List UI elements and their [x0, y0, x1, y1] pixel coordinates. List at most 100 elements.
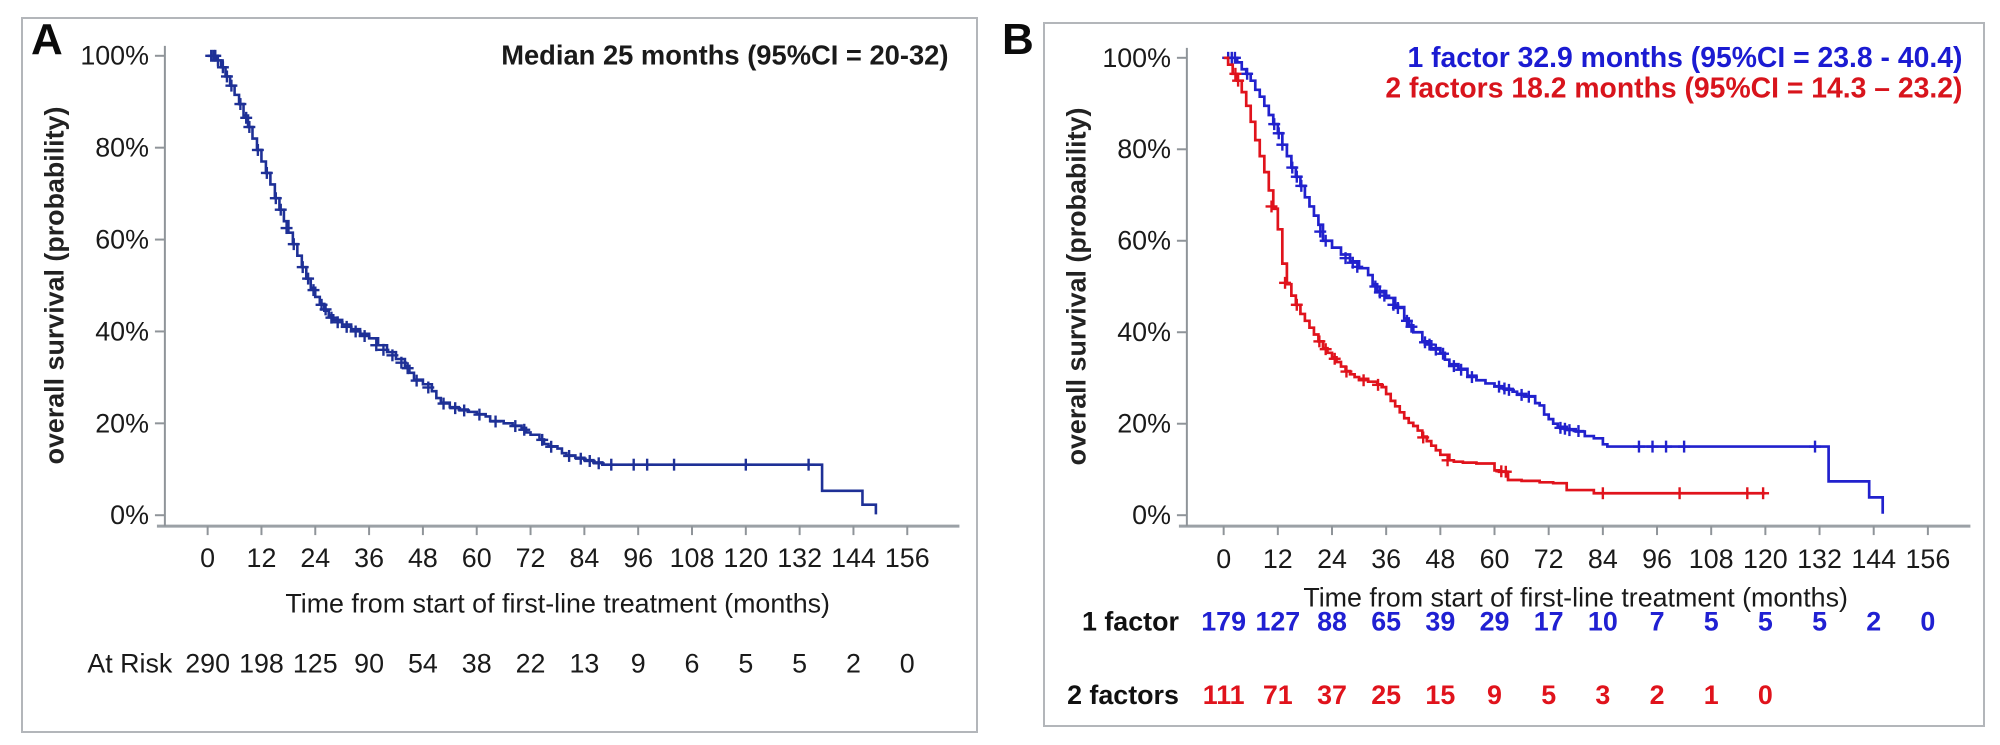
- panel-A: 0% 20% 40% 60% 80% 100% 0 12 24 36 48 60 72 84 96 108 12…: [21, 17, 978, 733]
- x-tick-label: 12: [247, 543, 277, 573]
- x-tick-label: 84: [1588, 544, 1618, 574]
- x-tick-label: 12: [1263, 544, 1293, 574]
- km-curve-1-factor: [1222, 51, 1885, 514]
- at-risk-value: 29: [1480, 607, 1510, 637]
- at-risk-row-1-factor: 1 factor 179 127 88 65 39 29 17 10 7 5 5 5 2 0: [1082, 607, 1935, 637]
- at-risk-value: 54: [408, 648, 438, 678]
- x-axis-title: Time from start of first-line treatment …: [1303, 583, 1848, 613]
- at-risk-row-At-Risk: At Risk 290 198 125 90 54 38 22 13 9 6 5 5 2 0: [87, 648, 914, 678]
- x-tick-label: 72: [1534, 544, 1564, 574]
- x-tick-label: 96: [623, 543, 653, 573]
- y-tick-label: 40%: [1117, 317, 1171, 347]
- at-risk-value: 65: [1371, 607, 1401, 637]
- panel-B-label: B: [1002, 15, 1034, 64]
- x-tick-label: 0: [200, 543, 215, 573]
- y-tick-label: 40%: [95, 316, 149, 346]
- y-tick-label: 0%: [1132, 500, 1171, 530]
- at-risk-value: 5: [1541, 680, 1556, 710]
- at-risk-value: 5: [792, 648, 807, 678]
- x-tick-label: 120: [1743, 544, 1788, 574]
- x-tick-label: 144: [831, 543, 876, 573]
- x-tick-label: 0: [1216, 544, 1231, 574]
- x-tick-label: 156: [1905, 544, 1950, 574]
- x-tick-label: 156: [885, 543, 930, 573]
- x-tick-label: 132: [1797, 544, 1842, 574]
- y-tick-label: 0%: [110, 500, 149, 530]
- x-tick-label: 24: [1317, 544, 1347, 574]
- at-risk-value: 2: [1650, 680, 1665, 710]
- at-risk-value: 39: [1425, 607, 1455, 637]
- at-risk-value: 1: [1704, 680, 1719, 710]
- at-risk-value: 127: [1255, 607, 1300, 637]
- median-annotation: Median 25 months (95%CI = 20-32): [501, 40, 948, 71]
- y-axis-title: overall survival (probability): [1061, 108, 1091, 466]
- median-annotation: 2 factors 18.2 months (95%CI = 14.3 – 23…: [1385, 73, 1962, 105]
- y-tick-label: 20%: [1117, 409, 1171, 439]
- panel-B: 0% 20% 40% 60% 80% 100% 0 12 24 36 48 60 72 84 96 108 12…: [1043, 22, 1985, 727]
- km-curve-2-factors: [1223, 56, 1770, 500]
- at-risk-value: 37: [1317, 680, 1347, 710]
- at-risk-value: 198: [239, 648, 284, 678]
- x-tick-label: 132: [777, 543, 822, 573]
- panel-A-label: A: [31, 15, 63, 64]
- y-axis-title: overall survival (probability): [39, 107, 69, 465]
- at-risk-value: 25: [1371, 680, 1401, 710]
- at-risk-value: 2: [1866, 607, 1881, 637]
- x-tick-label: 84: [569, 543, 599, 573]
- x-tick-label: 36: [354, 543, 384, 573]
- at-risk-value: 5: [738, 648, 753, 678]
- x-tick-label: 48: [1425, 544, 1455, 574]
- at-risk-row-label: At Risk: [87, 648, 173, 678]
- axes-A: 0% 20% 40% 60% 80% 100% 0 12 24 36 48 60 72 84 96 108 12…: [39, 40, 960, 619]
- x-tick-label: 72: [516, 543, 546, 573]
- x-tick-label: 36: [1371, 544, 1401, 574]
- at-risk-value: 2: [846, 648, 861, 678]
- at-risk-row-label: 2 factors: [1067, 680, 1179, 710]
- at-risk-value: 71: [1263, 680, 1293, 710]
- at-risk-value: 38: [462, 648, 492, 678]
- y-tick-label: 100%: [1102, 43, 1171, 73]
- at-risk-value: 5: [1812, 607, 1827, 637]
- at-risk-value: 111: [1203, 680, 1245, 710]
- x-tick-label: 108: [1689, 544, 1734, 574]
- at-risk-value: 15: [1425, 680, 1455, 710]
- y-tick-label: 60%: [95, 225, 149, 255]
- panel-A-chart: 0% 20% 40% 60% 80% 100% 0 12 24 36 48 60 72 84 96 108 12…: [39, 40, 960, 678]
- y-tick-label: 60%: [1117, 226, 1171, 256]
- at-risk-value: 22: [516, 648, 546, 678]
- x-tick-label: 120: [723, 543, 768, 573]
- at-risk-value: 9: [1487, 680, 1502, 710]
- at-risk-value: 0: [900, 648, 915, 678]
- x-tick-label: 48: [408, 543, 438, 573]
- at-risk-value: 10: [1588, 607, 1618, 637]
- at-risk-value: 3: [1595, 680, 1610, 710]
- y-tick-label: 80%: [95, 133, 149, 163]
- at-risk-value: 290: [185, 648, 230, 678]
- at-risk-value: 9: [631, 648, 646, 678]
- at-risk-value: 90: [354, 648, 384, 678]
- at-risk-value: 179: [1201, 607, 1246, 637]
- at-risk-row-label: 1 factor: [1082, 607, 1179, 637]
- at-risk-value: 0: [1920, 607, 1935, 637]
- y-tick-label: 100%: [80, 41, 149, 71]
- at-risk-value: 17: [1534, 607, 1564, 637]
- km-curve-all-patients: [205, 49, 878, 515]
- at-risk-value: 88: [1317, 607, 1347, 637]
- x-tick-label: 60: [1480, 544, 1510, 574]
- x-tick-label: 108: [670, 543, 715, 573]
- x-tick-label: 96: [1642, 544, 1672, 574]
- at-risk-value: 13: [569, 648, 599, 678]
- y-tick-label: 20%: [95, 408, 149, 438]
- x-tick-label: 24: [300, 543, 330, 573]
- at-risk-value: 125: [293, 648, 338, 678]
- at-risk-value: 5: [1704, 607, 1719, 637]
- at-risk-value: 7: [1650, 607, 1665, 637]
- at-risk-value: 0: [1758, 680, 1773, 710]
- y-tick-label: 80%: [1117, 134, 1171, 164]
- median-annotation: 1 factor 32.9 months (95%CI = 23.8 - 40.…: [1407, 42, 1962, 74]
- x-tick-label: 60: [462, 543, 492, 573]
- x-tick-label: 144: [1851, 544, 1896, 574]
- axes-B: 0% 20% 40% 60% 80% 100% 0 12 24 36 48 60 72 84 96 108 12…: [1061, 42, 1971, 613]
- at-risk-row-2-factors: 2 factors 111 71 37 25 15 9 5 3 2 1 0: [1067, 680, 1773, 710]
